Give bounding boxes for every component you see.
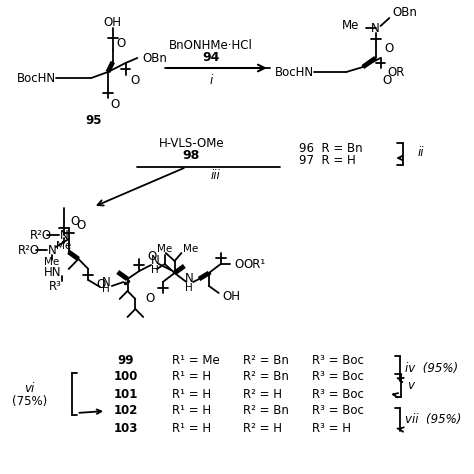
Text: O: O — [71, 215, 80, 228]
Text: Me: Me — [183, 244, 199, 254]
Text: 95: 95 — [85, 113, 101, 127]
Text: R¹ = H: R¹ = H — [172, 388, 211, 401]
Text: i: i — [209, 73, 212, 86]
Text: N: N — [47, 244, 56, 256]
Text: R² = H: R² = H — [243, 421, 282, 435]
Text: O: O — [111, 98, 120, 110]
Text: R³: R³ — [49, 280, 62, 292]
Text: O: O — [147, 249, 156, 263]
Text: O: O — [383, 73, 392, 86]
Text: N: N — [59, 228, 68, 241]
Text: H: H — [151, 265, 159, 275]
Text: 103: 103 — [113, 421, 138, 435]
Text: R²O: R²O — [29, 228, 52, 241]
Text: R³ = Boc: R³ = Boc — [312, 354, 364, 366]
Text: R³ = Boc: R³ = Boc — [312, 371, 364, 383]
Text: OR¹: OR¹ — [243, 257, 265, 271]
Text: OH: OH — [223, 291, 241, 303]
Text: Me: Me — [45, 257, 60, 267]
Text: H: H — [102, 284, 110, 294]
Text: R² = Bn: R² = Bn — [243, 371, 289, 383]
Text: R² = Bn: R² = Bn — [243, 354, 289, 366]
Text: O: O — [130, 73, 140, 86]
Text: iv  (95%): iv (95%) — [405, 362, 458, 375]
Text: R¹ = Me: R¹ = Me — [172, 354, 219, 366]
Text: H-VLS-OMe: H-VLS-OMe — [158, 137, 224, 149]
Text: O: O — [235, 257, 244, 271]
Text: R² = Bn: R² = Bn — [243, 404, 289, 418]
Text: vii  (95%): vii (95%) — [405, 413, 462, 426]
Text: OBn: OBn — [392, 6, 417, 18]
Text: OH: OH — [104, 16, 122, 28]
Text: Me: Me — [157, 244, 173, 254]
Text: R² = H: R² = H — [243, 388, 282, 401]
Text: O: O — [146, 292, 155, 304]
Text: N: N — [371, 21, 380, 35]
Text: 100: 100 — [113, 371, 138, 383]
Text: R³ = H: R³ = H — [312, 421, 351, 435]
Text: N: N — [151, 255, 159, 267]
Text: O: O — [384, 42, 394, 55]
Text: ii: ii — [418, 146, 424, 158]
Text: R²O: R²O — [18, 244, 40, 256]
Text: R³ = Boc: R³ = Boc — [312, 388, 364, 401]
Text: vi: vi — [24, 383, 35, 395]
Text: v: v — [407, 379, 414, 392]
Text: O: O — [117, 36, 126, 49]
Text: BocHN: BocHN — [17, 72, 56, 84]
Text: Me: Me — [56, 241, 72, 251]
Text: N: N — [185, 273, 194, 285]
Text: H: H — [185, 283, 193, 293]
Text: O: O — [76, 219, 86, 231]
Text: R³ = Boc: R³ = Boc — [312, 404, 364, 418]
Text: R¹ = H: R¹ = H — [172, 421, 211, 435]
Text: 102: 102 — [113, 404, 138, 418]
Text: R¹ = H: R¹ = H — [172, 404, 211, 418]
Text: iii: iii — [211, 168, 220, 182]
Text: N: N — [101, 275, 110, 289]
Text: 96  R = Bn: 96 R = Bn — [299, 142, 363, 155]
Text: 94: 94 — [202, 51, 219, 64]
Text: O: O — [96, 277, 105, 291]
Text: BocHN: BocHN — [275, 65, 314, 79]
Text: HN: HN — [44, 266, 62, 280]
Text: 99: 99 — [117, 354, 134, 366]
Text: (75%): (75%) — [12, 394, 47, 408]
Text: Me: Me — [342, 18, 359, 31]
Text: 101: 101 — [113, 388, 138, 401]
Text: 98: 98 — [182, 148, 200, 162]
Text: BnONHMe·HCl: BnONHMe·HCl — [169, 38, 253, 52]
Text: OBn: OBn — [142, 52, 167, 64]
Text: R¹ = H: R¹ = H — [172, 371, 211, 383]
Text: OR: OR — [387, 65, 405, 79]
Text: 97  R = H: 97 R = H — [299, 154, 356, 166]
